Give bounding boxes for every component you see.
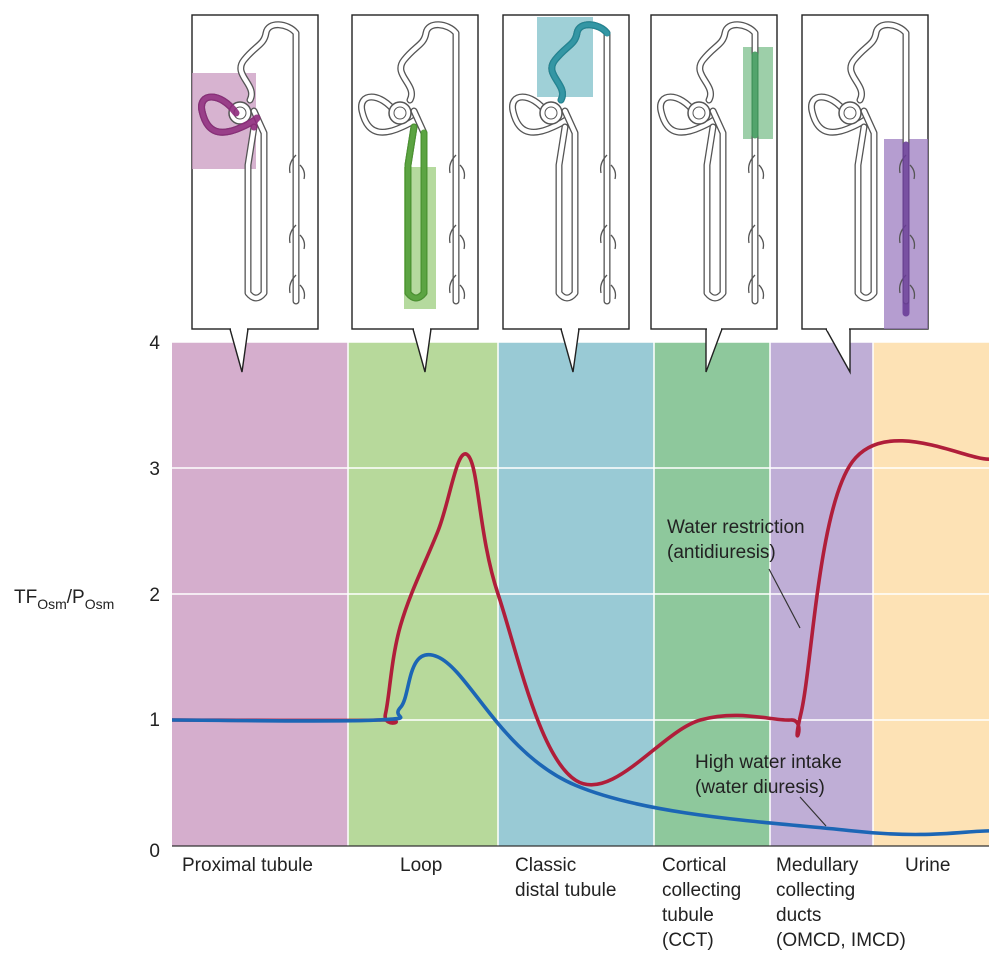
nephron-panels <box>191 14 929 375</box>
panel-proximal <box>191 14 319 373</box>
nephron-tubule-lumen <box>556 108 578 301</box>
callout-join <box>707 327 721 331</box>
glomerulus <box>838 101 862 125</box>
duct-branch <box>747 154 756 174</box>
y-label-sub2: Osm <box>85 596 115 612</box>
callout-pointer <box>560 328 580 373</box>
y-axis: 0 1 2 3 4 TFOsm/POsm <box>14 333 160 862</box>
duct-branch <box>599 274 608 294</box>
highlighted-tubule <box>198 93 261 136</box>
duct-branch <box>909 284 916 300</box>
segment-label-proximal: Proximal tubule <box>182 855 313 876</box>
callout-pointer <box>412 328 432 373</box>
nephron-tubule-lumen <box>238 22 299 304</box>
segment-label-loop: Loop <box>400 855 442 876</box>
nephron-tubule-lumen <box>848 22 909 304</box>
duct-branch <box>758 284 765 300</box>
duct-branch <box>288 224 297 244</box>
label-water-restriction: Water restriction (antidiuresis) <box>667 517 805 563</box>
glomerulus-capillary <box>843 106 857 120</box>
callout-pointer <box>229 328 249 373</box>
segment-label-cct: Cortical collecting tubule (CCT) <box>662 855 741 951</box>
nephron-tubule-lumen <box>245 108 267 301</box>
leader-high-water-intake <box>799 796 827 827</box>
glomerulus-capillary <box>692 106 706 120</box>
series-water_restriction <box>171 438 990 787</box>
duct-branch <box>459 284 466 300</box>
duct-branch <box>448 224 457 244</box>
duct-branch <box>747 274 756 294</box>
duct-branch <box>909 164 916 180</box>
y-tick-4: 4 <box>149 333 160 354</box>
leader-water-restriction <box>768 568 801 629</box>
duct-branch <box>909 234 916 250</box>
callout-join <box>827 327 849 331</box>
duct-branch <box>459 164 466 180</box>
annotations: Water restriction (antidiuresis) High wate… <box>667 517 842 827</box>
y-tick-2: 2 <box>149 585 160 606</box>
duct-branch <box>459 234 466 250</box>
segment-label-urine: Urine <box>905 855 950 876</box>
duct-branch <box>610 234 617 250</box>
nephron-tubule-lumen <box>855 108 877 301</box>
highlighted-tubule <box>548 21 611 104</box>
curves <box>171 438 990 837</box>
segment-label-medullary: Medullary collecting ducts (OMCD, IMCD) <box>776 855 906 951</box>
y-tick-1: 1 <box>149 710 160 731</box>
duct-branch <box>299 234 306 250</box>
callout-pointer <box>825 328 851 375</box>
glomerulus <box>539 101 563 125</box>
duct-branch <box>448 274 457 294</box>
duct-branch <box>299 164 306 180</box>
duct-branch <box>448 154 457 174</box>
nephron-tubule-lumen <box>697 22 758 304</box>
segment-label-distal: Classic distal tubule <box>515 855 616 901</box>
label-high-water-intake: High water intake (water diuresis) <box>695 752 842 798</box>
segment-labels: Proximal tubule Loop Classic distal tubule C… <box>182 855 950 951</box>
panel-highlight <box>537 17 593 97</box>
glomerulus <box>388 101 412 125</box>
panel-distal <box>502 14 630 373</box>
y-label-sub1: Osm <box>37 596 67 612</box>
series-high_water_intake <box>171 652 990 837</box>
panel-medullary <box>801 14 929 375</box>
duct-branch <box>599 154 608 174</box>
duct-branch <box>610 164 617 180</box>
duct-branch <box>747 224 756 244</box>
glomerulus-capillary <box>393 106 407 120</box>
y-tick-3: 3 <box>149 459 160 480</box>
highlighted-tubule <box>404 123 428 302</box>
panel-loop <box>351 14 479 373</box>
callout-join <box>414 327 430 331</box>
duct-branch <box>288 274 297 294</box>
y-label-main: TF <box>14 587 37 608</box>
duct-branch <box>758 164 765 180</box>
y-axis-label: TFOsm/POsm <box>14 587 114 612</box>
panel-cct <box>650 14 778 373</box>
glomerulus-capillary <box>544 106 558 120</box>
duct-branch <box>610 284 617 300</box>
nephron-tubule-lumen <box>704 108 726 301</box>
y-tick-0: 0 <box>149 841 160 862</box>
duct-branch <box>288 154 297 174</box>
glomerulus <box>687 101 711 125</box>
duct-branch <box>299 284 306 300</box>
callout-join <box>562 327 578 331</box>
duct-branch <box>599 224 608 244</box>
y-label-mid: /P <box>67 587 85 608</box>
callout-pointer <box>705 328 723 373</box>
nephron-tubule-lumen <box>398 22 459 304</box>
duct-branch <box>758 234 765 250</box>
callout-join <box>231 327 247 331</box>
